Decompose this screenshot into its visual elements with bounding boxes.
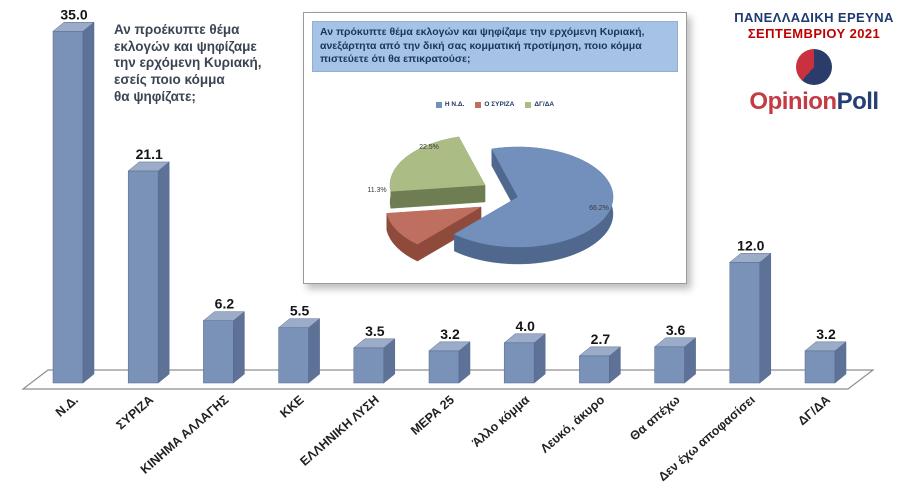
bar-top-face bbox=[277, 318, 321, 328]
bar bbox=[579, 355, 610, 384]
pie-chart: 66.2% 11.3% 22.5% bbox=[367, 136, 614, 265]
bar-value-label: 3.2 bbox=[816, 326, 836, 342]
branding-block: ΠΑΝΕΛΛΑΔΙΚΗ ΕΡΕΥΝΑ ΣΕΠΤΕΜΒΡΙΟΥ 2021 Opin… bbox=[728, 10, 900, 116]
main-question-text: Αν προέκυπτε θέμα εκλογών και ψηφίζαμε τ… bbox=[114, 22, 262, 104]
bar bbox=[203, 320, 234, 384]
bar-value-label: 35.0 bbox=[60, 6, 87, 22]
pie-slice-dgda bbox=[389, 136, 486, 209]
category-label: ΕΛΛΗΝΙΚΗ ΛΥΣΗ bbox=[297, 393, 381, 469]
pie-slice-syriza bbox=[386, 206, 482, 262]
bar bbox=[428, 350, 460, 384]
bar bbox=[729, 262, 761, 384]
bar-top-face bbox=[729, 253, 772, 263]
bar-top-face bbox=[653, 337, 697, 348]
category-label: Θα απέχω bbox=[627, 392, 683, 443]
bar-value-label: 21.1 bbox=[136, 146, 163, 162]
bar-side-face bbox=[759, 252, 772, 384]
legend-swatch-icon bbox=[475, 101, 482, 108]
bar-value-label: 3.2 bbox=[440, 326, 460, 342]
brand-name: OpinionPoll bbox=[749, 88, 880, 116]
bar-top-face bbox=[578, 346, 622, 357]
brand-name-poll: Poll bbox=[836, 88, 880, 115]
survey-title: ΠΑΝΕΛΛΑΔΙΚΗ ΕΡΕΥΝΑ bbox=[734, 10, 894, 25]
bar-value-label: 12.0 bbox=[737, 237, 764, 253]
category-label: ΣΥΡΙΖΑ bbox=[114, 393, 157, 433]
legend-item: ΔΓ/ΔΑ bbox=[525, 101, 554, 108]
legend-item: Ο ΣΥΡΙΖΑ bbox=[475, 101, 514, 108]
pie-value-label: 66.2% bbox=[589, 205, 609, 212]
pie-slice-syriza-face bbox=[386, 206, 482, 245]
legend-item: Η Ν.Δ. bbox=[435, 101, 465, 108]
category-label: ΚΚΕ bbox=[277, 393, 306, 421]
bar bbox=[52, 31, 84, 384]
inset-question-text: Αν πρόκυπτε θέμα εκλογών και ψηφίζαμε τη… bbox=[312, 21, 678, 72]
legend-swatch-icon bbox=[525, 101, 532, 108]
opinionpoll-logo-icon bbox=[796, 49, 832, 85]
legend-swatch-icon bbox=[435, 101, 442, 108]
bar bbox=[127, 170, 159, 384]
bar-value-label: 3.5 bbox=[365, 323, 385, 339]
bar-value-label: 3.6 bbox=[666, 322, 686, 338]
bar-side-face bbox=[157, 161, 170, 384]
pie-slice-nd-face bbox=[454, 146, 614, 248]
bar-side-face bbox=[308, 318, 320, 384]
pie-slice-nd bbox=[454, 146, 614, 265]
category-label: ΔΓ/ΔΑ bbox=[795, 393, 833, 428]
bar-side-face bbox=[82, 21, 95, 384]
bar-side-face bbox=[233, 311, 245, 384]
category-label: Ν.Δ. bbox=[53, 393, 81, 420]
pie-value-label: 11.3% bbox=[367, 187, 386, 194]
bar-top-face bbox=[804, 341, 847, 352]
pie-slice-dgda-face bbox=[389, 136, 486, 192]
bar-value-label: 2.7 bbox=[591, 331, 611, 347]
bar-top-face bbox=[428, 341, 471, 352]
bar-value-label: 4.0 bbox=[515, 318, 535, 334]
bar bbox=[654, 346, 685, 384]
bar-top-face bbox=[503, 333, 546, 344]
bar-value-label: 5.5 bbox=[290, 303, 310, 319]
bar bbox=[278, 327, 309, 384]
inset-pie-panel: 66.2% 11.3% 22.5% Αν πρόκυπτε θέμα εκλογών… bbox=[303, 12, 687, 284]
category-label: Λευκό, άκυρο bbox=[538, 392, 608, 455]
category-label: ΜΕΡΑ 25 bbox=[408, 393, 457, 438]
bar bbox=[503, 342, 535, 384]
bar-value-label: 6.2 bbox=[215, 296, 235, 312]
bar-top-face bbox=[127, 161, 170, 172]
legend-label: ΔΓ/ΔΑ bbox=[534, 101, 555, 108]
survey-period: ΣΕΠΤΕΜΒΡΙΟΥ 2021 bbox=[747, 26, 881, 41]
pie-legend: Η Ν.Δ. Ο ΣΥΡΙΖΑ ΔΓ/ΔΑ bbox=[304, 101, 686, 108]
bar bbox=[353, 347, 385, 384]
bar-top-face bbox=[353, 338, 396, 349]
pie-value-label: 22.5% bbox=[419, 144, 439, 151]
bar-top-face bbox=[202, 311, 246, 321]
category-label: Άλλο κόμμα bbox=[469, 392, 532, 449]
legend-label: Η Ν.Δ. bbox=[444, 101, 465, 108]
legend-label: Ο ΣΥΡΙΖΑ bbox=[484, 101, 515, 108]
bar bbox=[804, 350, 836, 384]
brand-name-opinion: Opinion bbox=[749, 88, 837, 115]
bar-top-face bbox=[52, 22, 95, 32]
